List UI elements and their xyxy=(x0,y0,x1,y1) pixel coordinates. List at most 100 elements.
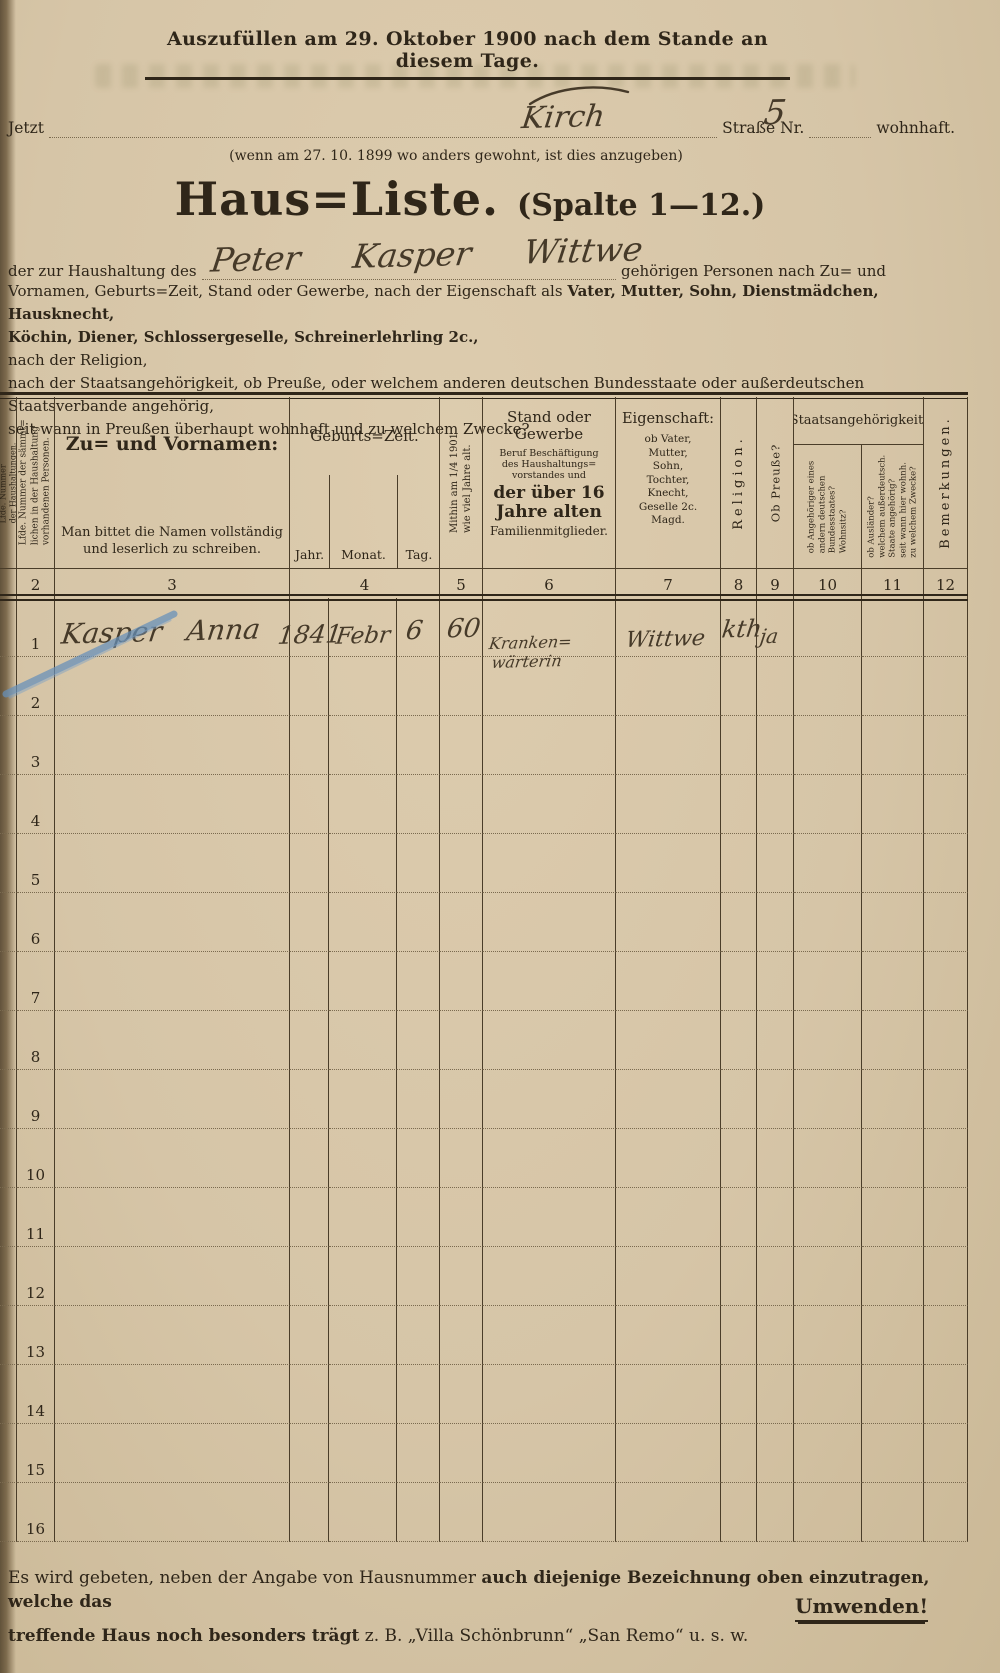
table-cell xyxy=(0,1247,17,1306)
table-cell xyxy=(616,1365,721,1424)
header-names-note: Man bittet die Namen vollständig und les… xyxy=(61,525,283,557)
household-head-dotted-line xyxy=(201,260,617,280)
header-birthdate-title: Geburts=Zeit. xyxy=(310,427,419,445)
table-cell xyxy=(721,1070,757,1129)
table-cell xyxy=(924,834,968,893)
table-cell xyxy=(483,1011,616,1070)
table-cell xyxy=(440,1306,483,1365)
table-cell xyxy=(862,1188,924,1247)
header-other-german-state: ob Angehöriger eines andern deutschen Bu… xyxy=(794,445,862,568)
footer-line-1: Es wird gebeten, neben der Angabe von Ha… xyxy=(8,1566,960,1614)
table-cell xyxy=(616,1424,721,1483)
table-cell xyxy=(0,1070,17,1129)
table-cell xyxy=(0,893,17,952)
table-cell xyxy=(616,1070,721,1129)
table-cell xyxy=(483,1188,616,1247)
table-cell xyxy=(616,1483,721,1542)
table-cell xyxy=(721,893,757,952)
header-relation-list: ob Vater, Mutter, Sohn, Tochter, Knecht,… xyxy=(638,433,698,526)
table-cell xyxy=(55,657,290,716)
entry-relation-handwriting: Wittwe xyxy=(624,625,707,654)
entry-religion-handwriting: kth xyxy=(720,614,764,644)
row-number-cell: 9 xyxy=(17,1070,55,1129)
table-cell xyxy=(862,1483,924,1542)
table-top-rule xyxy=(0,392,968,399)
table-cell xyxy=(924,1011,968,1070)
table-cell xyxy=(616,657,721,716)
intro-line-5: nach der Staatsangehörigkeit, ob Preuße,… xyxy=(8,374,865,415)
table-cell xyxy=(0,657,17,716)
title-block: Haus=Liste. (Spalte 1—12.) xyxy=(0,172,940,226)
table-cell xyxy=(721,1129,757,1188)
column-number xyxy=(0,568,17,598)
table-cell xyxy=(329,1306,397,1365)
intro-line-4: nach der Religion, xyxy=(8,351,148,369)
table-cell xyxy=(397,1011,440,1070)
intro-line-3: Köchin, Diener, Schlossergeselle, Schrei… xyxy=(8,328,479,346)
entry-occupation-handwriting: Kranken= wärterin xyxy=(485,631,573,673)
table-cell xyxy=(290,1424,329,1483)
table-cell xyxy=(397,657,440,716)
table-cell xyxy=(483,1247,616,1306)
table-cell xyxy=(397,834,440,893)
table-cell xyxy=(757,1070,794,1129)
table-cell xyxy=(721,598,757,657)
table-cell xyxy=(397,893,440,952)
table-cell xyxy=(616,716,721,775)
row-number-cell: 14 xyxy=(17,1365,55,1424)
row-number-cell: 1 xyxy=(17,598,55,657)
table-cell xyxy=(616,1188,721,1247)
table-cell xyxy=(440,834,483,893)
table-cell xyxy=(757,952,794,1011)
table-cell xyxy=(794,775,862,834)
table-cell xyxy=(924,1070,968,1129)
table-cell xyxy=(483,775,616,834)
row-number-cell: 3 xyxy=(17,716,55,775)
header-names: Zu= und Vornamen: Man bittet die Namen v… xyxy=(55,397,290,568)
header-remarks: Bemerkungen. xyxy=(924,397,968,568)
table-cell xyxy=(616,893,721,952)
table-cell xyxy=(397,1483,440,1542)
table-cell xyxy=(862,775,924,834)
handwriting-flourish xyxy=(528,86,630,106)
table-cell xyxy=(757,1188,794,1247)
table-cell xyxy=(757,775,794,834)
table-cell xyxy=(329,834,397,893)
table-cell xyxy=(794,1424,862,1483)
table-cell xyxy=(55,1483,290,1542)
table-cell xyxy=(290,834,329,893)
table-cell xyxy=(862,1011,924,1070)
table-cell xyxy=(757,1306,794,1365)
table-cell xyxy=(329,1424,397,1483)
table-cell xyxy=(290,775,329,834)
header-age: Mithin am 1/4 1901 wie viel Jahre alt. xyxy=(440,397,483,568)
table-cell xyxy=(55,1424,290,1483)
table-cell xyxy=(440,1365,483,1424)
footer-line2-bold: treffende Haus noch besonders trägt xyxy=(8,1626,360,1646)
table-cell xyxy=(397,598,440,657)
table-cell xyxy=(329,1129,397,1188)
row-number-cell: 15 xyxy=(17,1424,55,1483)
intro-line-2: Vornamen, Geburts=Zeit, Stand oder Gewer… xyxy=(8,280,956,326)
row-number-cell: 11 xyxy=(17,1188,55,1247)
table-cell xyxy=(0,1365,17,1424)
entry-name-handwriting: Kasper Anna xyxy=(59,612,263,651)
column-number: 12 xyxy=(924,568,968,598)
table-cell xyxy=(794,657,862,716)
table-cell xyxy=(721,775,757,834)
table-cell xyxy=(757,1247,794,1306)
intro-line2-regular: Vornamen, Geburts=Zeit, Stand oder Gewer… xyxy=(8,282,563,300)
table-cell xyxy=(616,1011,721,1070)
entry-month-handwriting: Febr xyxy=(334,622,392,650)
table-cell xyxy=(862,893,924,952)
table-cell xyxy=(483,657,616,716)
row-number-cell: 8 xyxy=(17,1011,55,1070)
table-cell xyxy=(483,834,616,893)
table-cell xyxy=(329,1188,397,1247)
table-cell xyxy=(290,952,329,1011)
table-cell xyxy=(55,1129,290,1188)
entry-age-handwriting: 60 xyxy=(445,613,483,645)
row-number-cell: 12 xyxy=(17,1247,55,1306)
turn-over-label: Umwenden! xyxy=(795,1594,929,1622)
table-cell xyxy=(483,893,616,952)
